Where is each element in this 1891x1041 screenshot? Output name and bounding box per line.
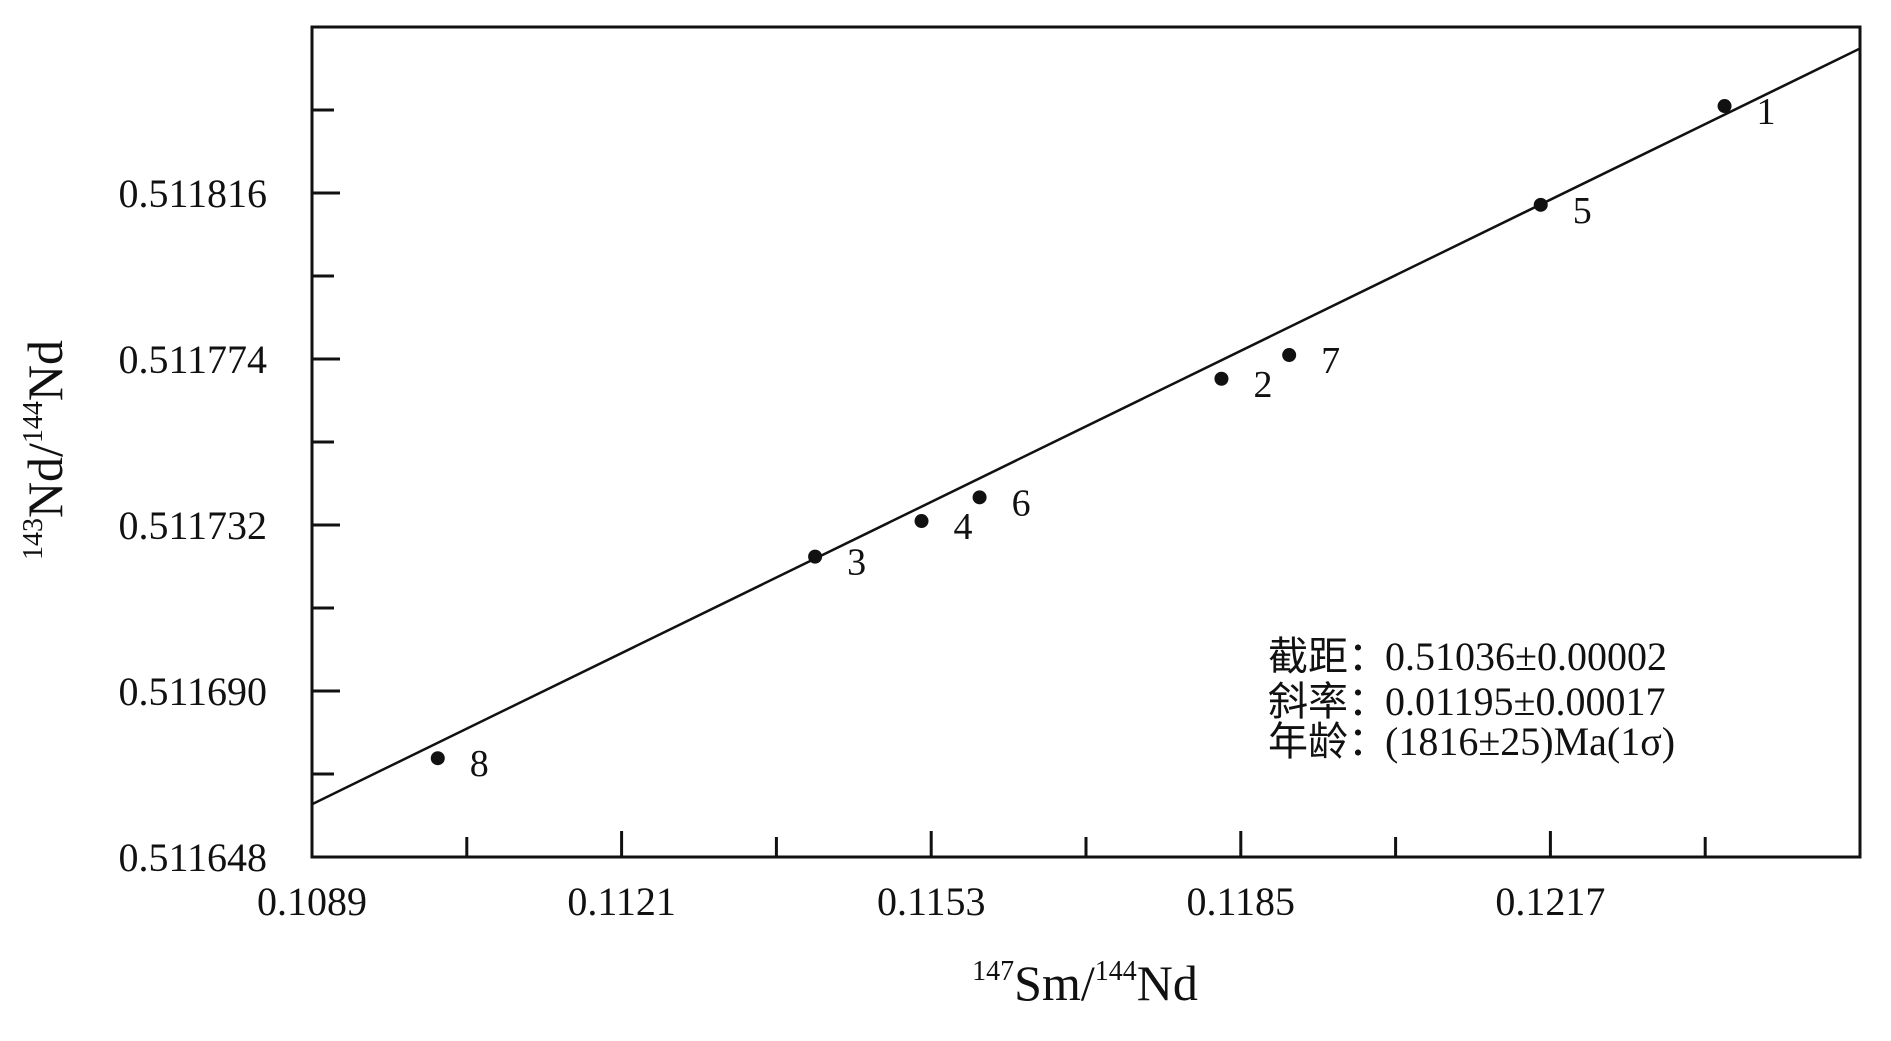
x-tick-label: 0.1153	[877, 879, 986, 924]
data-point	[1533, 197, 1548, 212]
x-axis-title: 147Sm/144Nd	[972, 955, 1198, 1011]
data-point-label: 2	[1253, 364, 1272, 406]
annotation-slope-sep: ：	[1348, 679, 1388, 724]
data-point-label: 5	[1573, 190, 1592, 232]
data-point-label: 1	[1757, 91, 1776, 133]
annotation-slope-key: 斜率	[1268, 679, 1348, 724]
isochron-fit-line	[312, 47, 1860, 806]
data-point	[1214, 371, 1229, 386]
y-tick-label: 0.511732	[118, 503, 267, 548]
data-point	[914, 514, 929, 529]
annotation-intercept-key: 截距	[1268, 634, 1348, 679]
data-point	[972, 490, 987, 505]
x-tick-label: 0.1185	[1187, 879, 1296, 924]
x-tick-label: 0.1217	[1495, 879, 1605, 924]
data-point	[808, 549, 823, 564]
annotation-intercept-sep: ：	[1348, 634, 1388, 679]
x-tick-label: 0.1089	[257, 879, 367, 924]
annotation-age-value: (1816±25)Ma(1σ)	[1385, 719, 1675, 764]
annotation-slope-value: 0.01195±0.00017	[1385, 679, 1665, 724]
data-point	[430, 751, 445, 766]
y-tick-label: 0.511648	[118, 835, 267, 880]
data-point	[1282, 348, 1297, 363]
y-tick-label: 0.511774	[118, 337, 267, 382]
y-axis-title: 143Nd/144Nd	[17, 340, 73, 560]
annotation-age-key: 年龄	[1268, 719, 1348, 764]
data-point-label: 8	[470, 743, 489, 785]
data-point-label: 7	[1321, 340, 1340, 382]
annotation-age-sep: ：	[1348, 719, 1388, 764]
annotation-box: 截距 ： 0.51036±0.00002 斜率 ： 0.01195±0.0001…	[1268, 634, 1675, 764]
y-tick-label: 0.511816	[118, 171, 267, 216]
data-point	[1717, 99, 1732, 114]
data-point-label: 6	[1012, 482, 1031, 524]
y-tick-label: 0.511690	[118, 669, 267, 714]
x-tick-label: 0.1121	[567, 879, 676, 924]
data-point-label: 3	[847, 542, 866, 584]
annotation-intercept-value: 0.51036±0.00002	[1385, 634, 1667, 679]
data-point-label: 4	[954, 506, 973, 548]
